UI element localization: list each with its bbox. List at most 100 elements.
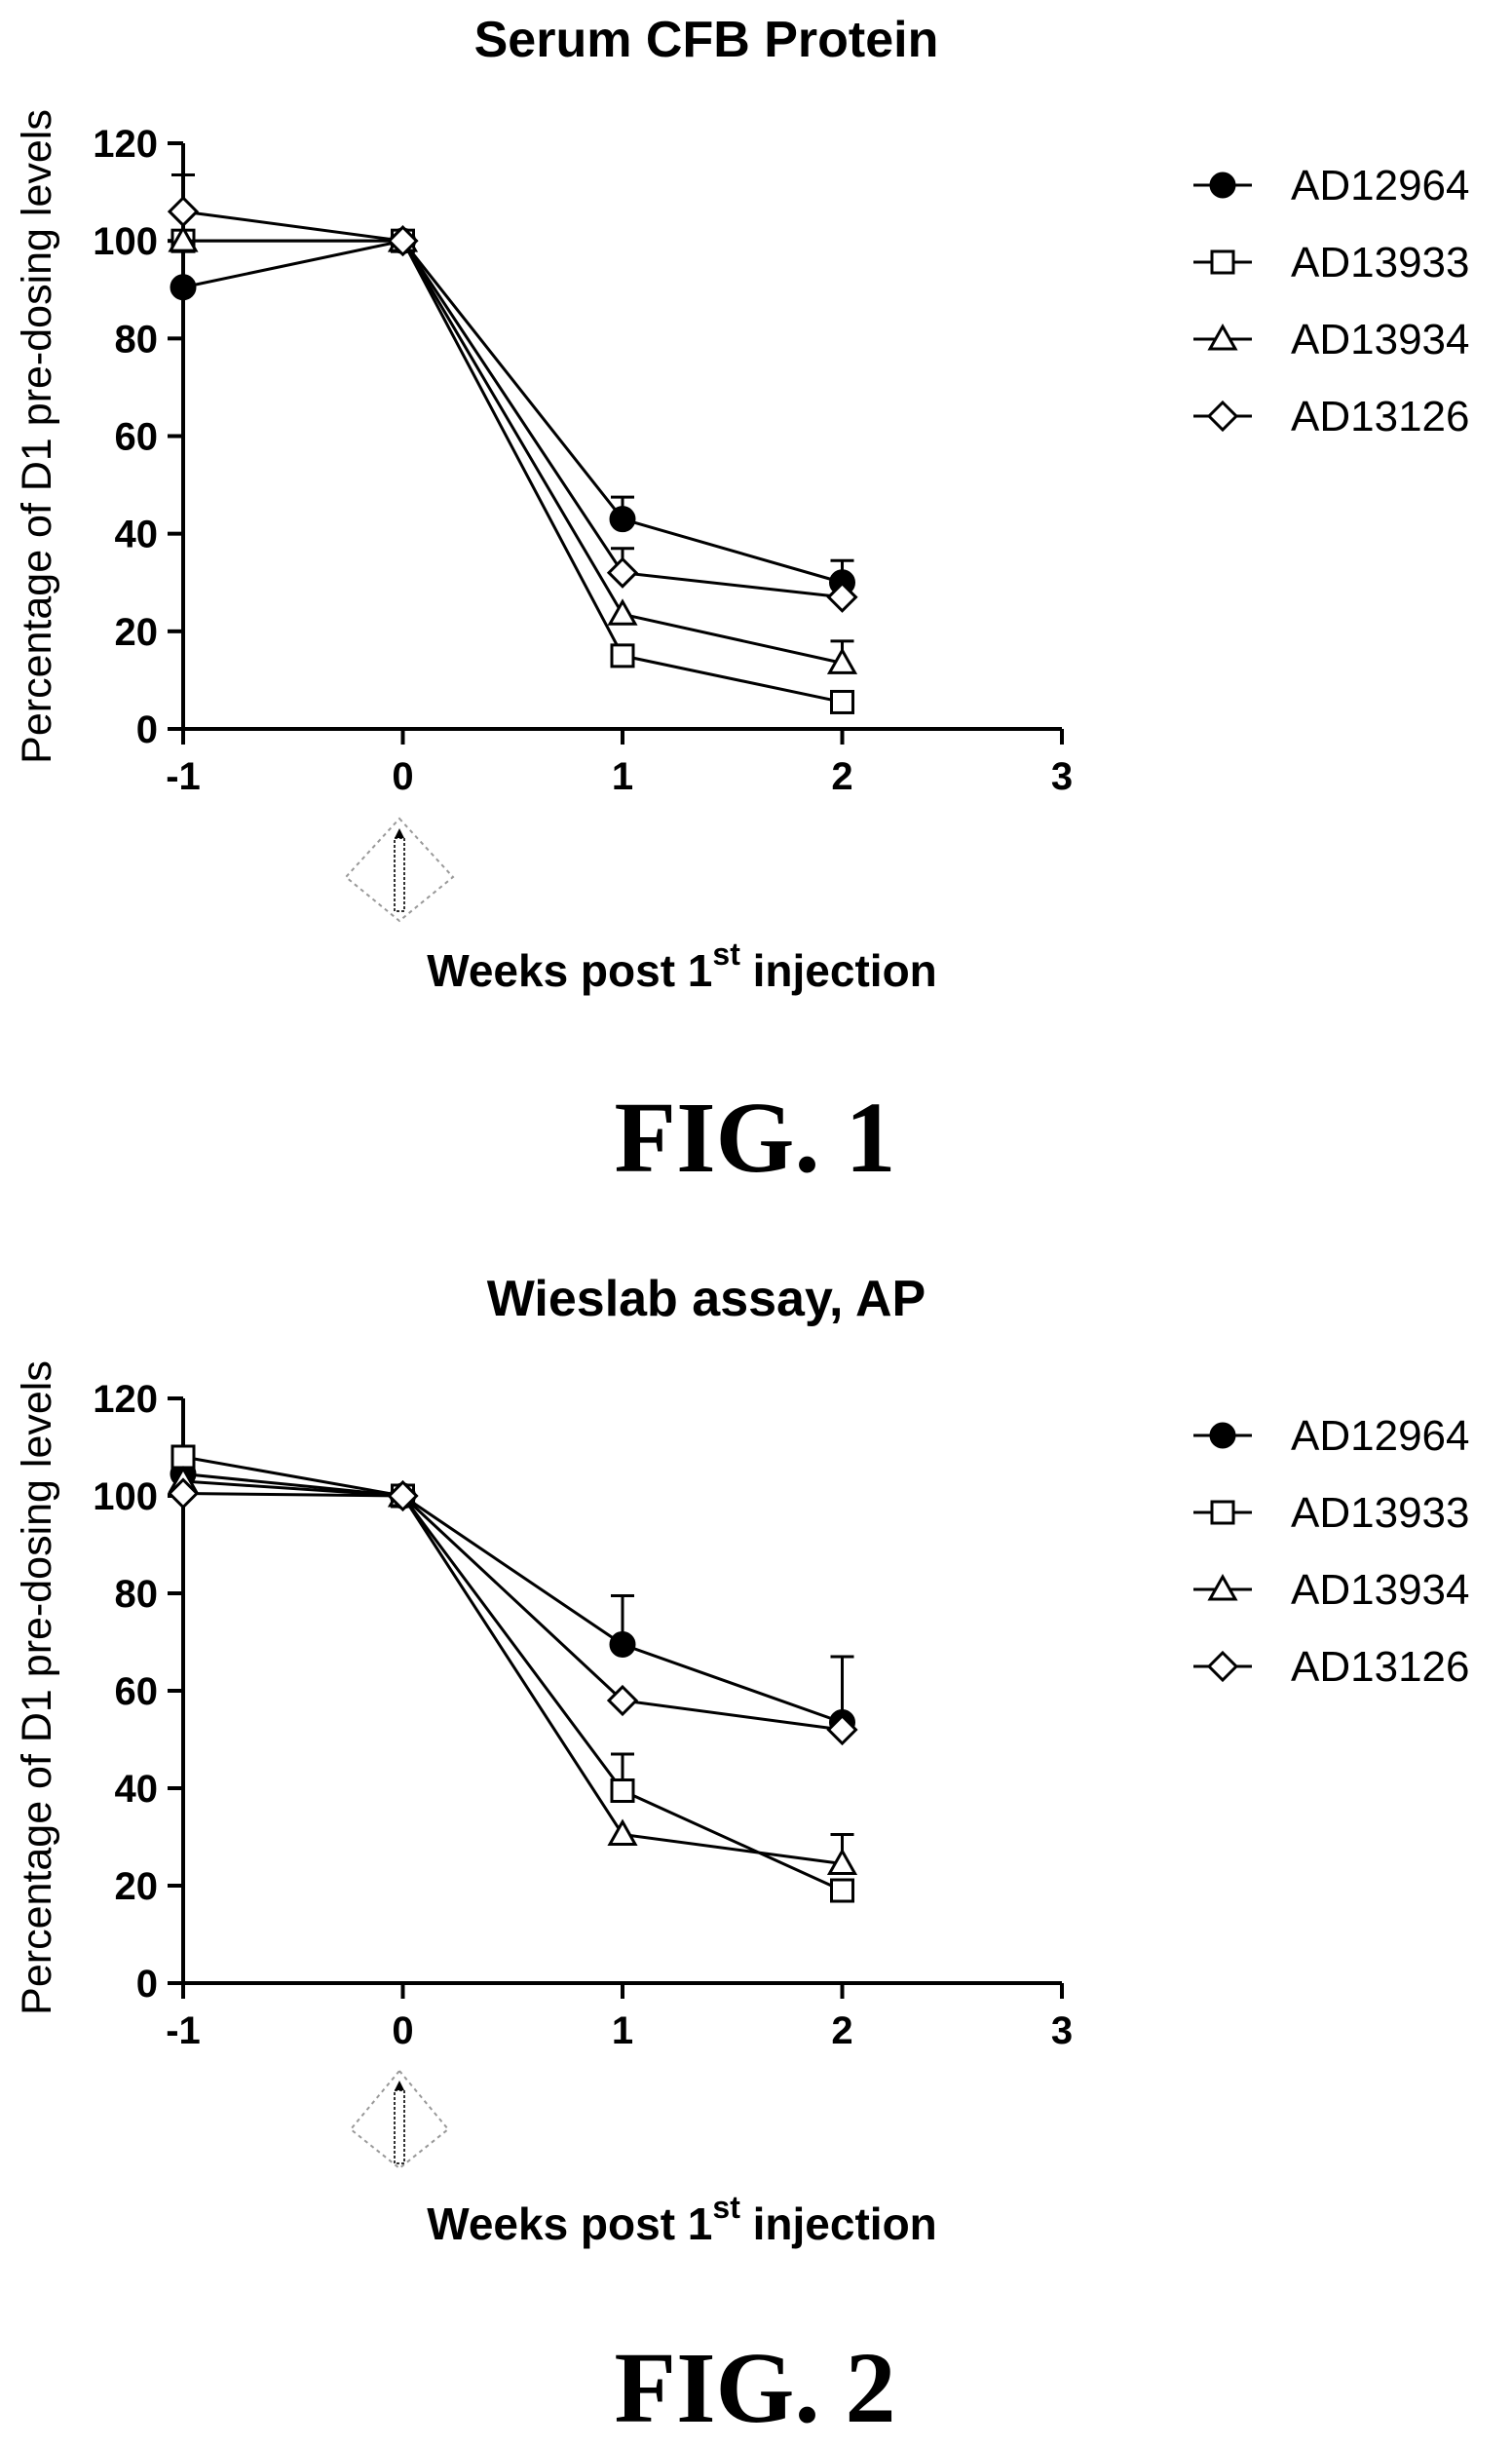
data-point [387,225,419,257]
legend-label: AD12964 [1291,162,1469,210]
x-tick-label: 1 [612,755,633,798]
x-tick-label: 2 [831,755,852,798]
y-axis-title: Percentage of D1 pre-dosing levels [14,109,60,764]
data-point [607,1818,638,1846]
legend-marker [1210,249,1235,275]
legend-item: AD13934 [1193,316,1469,363]
legend-marker [1209,172,1236,199]
series-line [182,1479,843,1865]
data-point [610,643,635,669]
legend-marker [1206,1650,1239,1683]
x-ticks: -1 0 1 2 3 [166,729,1073,798]
x-axis-title: Weeks post 1st injection [427,936,937,996]
y-tick-label: 40 [115,1768,159,1811]
series-line [182,239,843,585]
data-point [830,1878,854,1903]
y-tick-label: 0 [136,1963,158,2006]
series-layer [167,1444,858,1903]
x-tick-label: -1 [166,2009,201,2052]
data-point [606,1684,639,1717]
x-tick-label: 1 [612,2009,633,2052]
data-point [170,1444,196,1470]
y-tick-label: 120 [93,1378,158,1421]
legend-marker [1206,400,1239,433]
x-tick-label: 0 [392,2009,413,2052]
series-layer [167,173,858,714]
chart-wieslab-assay-ap: Wieslab assay, AP Percentage of D1 pre-d… [14,1271,1469,2444]
data-point [826,1713,858,1746]
y-ticks: 0 20 40 60 80 100 120 [93,1378,183,2006]
data-point [826,647,858,674]
data-point [167,195,200,228]
chart-serum-cfb-protein: Serum CFB Protein Percentage of D1 pre-d… [14,12,1469,1194]
series-line [182,210,843,599]
x-tick-label: 3 [1051,755,1073,798]
legend-item: AD13933 [1193,1489,1469,1537]
data-point [830,689,854,714]
legend-item: AD13933 [1193,239,1469,287]
legend-marker [1210,1500,1235,1525]
series-line [183,239,843,665]
legend-item: AD12964 [1193,1412,1469,1460]
legend-item: AD13934 [1193,1566,1469,1614]
legend-item: AD12964 [1193,162,1469,210]
x-tick-label: -1 [166,755,201,798]
chart-title: Serum CFB Protein [474,12,939,68]
y-ticks: 0 20 40 60 80 100 120 [93,123,183,751]
y-tick-label: 60 [115,1670,159,1713]
syringe-icon [349,2069,450,2170]
y-tick-label: 80 [115,318,159,361]
data-point [167,1477,200,1510]
series-AD12964 [170,227,855,596]
data-point [826,1848,858,1875]
chart-title: Wieslab assay, AP [487,1271,926,1327]
legend-label: AD13933 [1291,1489,1469,1537]
figure-label: FIG. 1 [615,1082,896,1194]
legend-marker [1207,323,1238,351]
data-point [610,1778,635,1803]
y-tick-label: 40 [115,514,159,556]
y-tick-label: 100 [93,220,158,263]
legend-label: AD13934 [1291,316,1469,363]
series-line [182,1472,844,1724]
x-ticks: -1 0 1 2 3 [166,1983,1073,2052]
data-point [609,1631,636,1658]
y-tick-label: 0 [136,708,158,751]
x-axis-title: Weeks post 1st injection [427,2190,937,2249]
legend-item: AD13126 [1193,393,1469,440]
figure-label: FIG. 2 [615,2332,896,2444]
syringe-icon [344,817,455,923]
legend-label: AD13933 [1291,239,1469,287]
series-line [183,239,843,704]
y-tick-label: 60 [115,416,159,459]
data-point [168,225,199,252]
series-line [182,1455,844,1892]
legend-label: AD12964 [1291,1412,1469,1460]
series-AD13126 [167,1477,858,1746]
legend-item: AD13126 [1193,1643,1469,1691]
series-AD13934 [168,1465,858,1875]
legend: AD12964 AD13933 AD13934 AD13126 [1193,1412,1469,1691]
legend-label: AD13126 [1291,393,1469,440]
data-point [607,598,638,626]
legend-marker [1207,1573,1238,1601]
series-AD13934 [168,225,858,674]
axes [181,143,1062,731]
data-point [387,1479,419,1512]
legend: AD12964 AD13933 AD13934 AD13126 [1193,162,1469,440]
x-tick-label: 0 [392,755,413,798]
series-AD13933 [170,228,854,714]
data-point [170,274,197,301]
y-tick-label: 100 [93,1475,158,1518]
series-AD13126 [167,173,858,613]
legend-label: AD13934 [1291,1566,1469,1614]
data-point [609,506,636,533]
series-line [182,1492,843,1732]
legend-marker [1209,1422,1236,1449]
x-tick-label: 3 [1051,2009,1073,2052]
series-AD13933 [170,1444,854,1903]
legend-label: AD13126 [1291,1643,1469,1691]
y-axis-title: Percentage of D1 pre-dosing levels [14,1360,60,2015]
data-point [606,556,639,589]
